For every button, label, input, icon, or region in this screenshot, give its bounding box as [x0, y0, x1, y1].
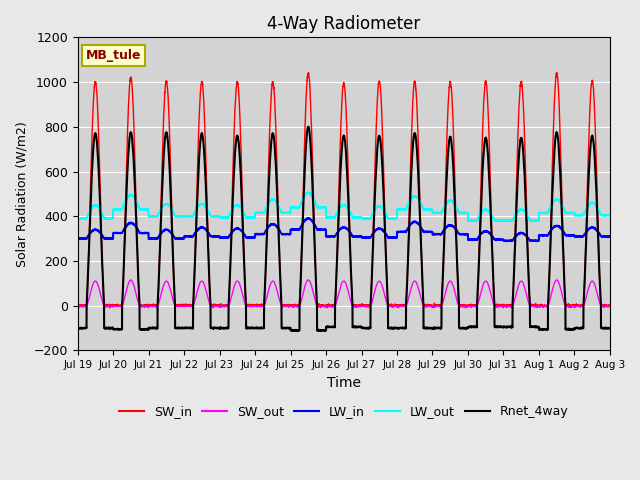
Rnet_4way: [463, 325, 471, 331]
SW_in: [106, 305, 114, 311]
SW_out: [434, 303, 442, 309]
LW_in: [305, 216, 312, 221]
LW_in: [463, 231, 471, 237]
SW_in: [463, 302, 471, 308]
LW_out: [170, 209, 177, 215]
Y-axis label: Solar Radiation (W/m2): Solar Radiation (W/m2): [15, 121, 28, 267]
Line: SW_out: SW_out: [77, 280, 610, 306]
LW_in: [503, 238, 511, 244]
Line: LW_in: LW_in: [77, 218, 610, 241]
LW_out: [463, 210, 471, 216]
SW_in: [553, 70, 561, 76]
LW_out: [305, 190, 312, 195]
SW_out: [106, 303, 114, 309]
SW_out: [74, 303, 81, 309]
LW_out: [74, 216, 81, 221]
LW_in: [605, 233, 613, 239]
SW_out: [605, 303, 613, 309]
SW_in: [493, 302, 501, 308]
SW_in: [324, 302, 332, 308]
LW_out: [499, 218, 507, 224]
SW_in: [74, 302, 81, 308]
Legend: SW_in, SW_out, LW_in, LW_out, Rnet_4way: SW_in, SW_out, LW_in, LW_out, Rnet_4way: [114, 400, 573, 423]
Line: LW_out: LW_out: [77, 192, 610, 221]
Title: 4-Way Radiometer: 4-Way Radiometer: [267, 15, 420, 33]
LW_out: [606, 212, 614, 218]
SW_out: [324, 303, 332, 309]
SW_in: [605, 302, 613, 308]
LW_in: [606, 234, 614, 240]
Line: SW_in: SW_in: [77, 73, 610, 308]
SW_out: [463, 303, 471, 309]
SW_in: [170, 265, 177, 271]
Rnet_4way: [434, 325, 442, 331]
SW_out: [606, 303, 614, 309]
LW_out: [605, 212, 613, 218]
Rnet_4way: [324, 324, 332, 330]
X-axis label: Time: Time: [327, 376, 361, 390]
Rnet_4way: [605, 325, 613, 331]
SW_out: [553, 277, 561, 283]
Text: MB_tule: MB_tule: [86, 49, 141, 62]
LW_out: [493, 218, 501, 224]
Line: Rnet_4way: Rnet_4way: [77, 127, 610, 331]
Rnet_4way: [606, 325, 614, 331]
Rnet_4way: [74, 325, 81, 331]
LW_in: [170, 233, 177, 239]
LW_out: [434, 210, 442, 216]
SW_in: [606, 303, 614, 309]
LW_in: [74, 236, 81, 241]
SW_in: [434, 303, 442, 309]
LW_out: [324, 215, 332, 220]
Rnet_4way: [493, 324, 501, 330]
SW_out: [170, 299, 177, 304]
Rnet_4way: [170, 262, 177, 268]
LW_in: [324, 233, 332, 239]
Rnet_4way: [305, 124, 312, 130]
LW_in: [434, 231, 442, 237]
LW_in: [493, 237, 501, 242]
SW_out: [493, 303, 501, 309]
Rnet_4way: [317, 328, 324, 334]
